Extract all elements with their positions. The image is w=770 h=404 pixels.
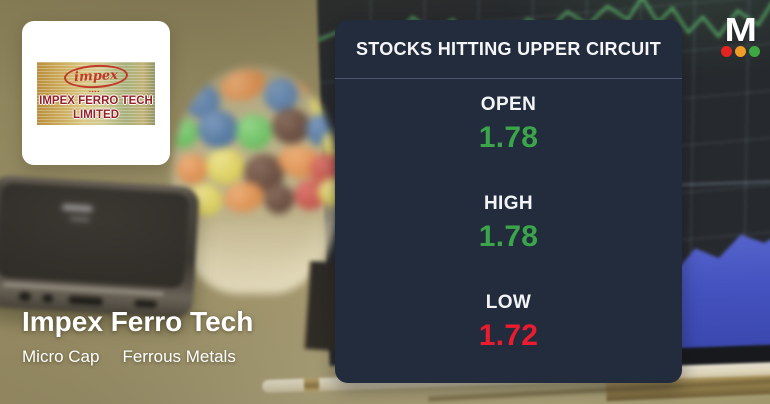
stats-panel: STOCKS HITTING UPPER CIRCUIT OPEN 1.78 H…	[335, 20, 682, 383]
stat-open: OPEN 1.78	[479, 94, 539, 155]
stat-high: HIGH 1.78	[479, 193, 539, 254]
stat-label: OPEN	[480, 94, 537, 115]
brand-m-letter: M	[724, 11, 757, 48]
company-name: Impex Ferro Tech	[22, 306, 254, 337]
candy-jar	[172, 66, 338, 294]
tag-market-cap: Micro Cap	[22, 346, 100, 366]
logo-company-name: IMPEX FERRO TECH	[39, 95, 153, 107]
panel-title: STOCKS HITTING UPPER CIRCUIT	[355, 38, 662, 59]
company-logo-card: impex ▪▪▪▪ IMPEX FERRO TECH LIMITED	[22, 21, 170, 165]
stat-label: HIGH	[483, 193, 534, 214]
marketfeed-logo: M	[721, 11, 760, 58]
stat-value: 1.72	[478, 319, 539, 352]
company-info: Impex Ferro Tech Micro Cap Ferrous Metal…	[22, 306, 254, 367]
company-logo: impex ▪▪▪▪ IMPEX FERRO TECH LIMITED	[37, 62, 155, 125]
tag-sector: Ferrous Metals	[122, 346, 236, 366]
impex-script-text: impex	[73, 67, 119, 86]
stat-label: LOW	[485, 292, 532, 313]
logo-company-suffix: LIMITED	[73, 109, 119, 121]
stats-list: OPEN 1.78 HIGH 1.78 LOW 1.72	[335, 79, 682, 353]
stat-value: 1.78	[478, 220, 539, 253]
stat-value: 1.78	[478, 121, 539, 154]
brand-dot-red	[721, 46, 732, 58]
brand-dot-green	[749, 46, 760, 58]
company-tags: Micro Cap Ferrous Metals	[22, 347, 253, 367]
group-marks: ▪▪▪▪	[89, 89, 101, 95]
panel-divider	[335, 78, 682, 79]
brand-dots	[721, 46, 760, 58]
brand-dot-orange	[735, 46, 746, 58]
stat-low: LOW 1.72	[479, 292, 539, 353]
